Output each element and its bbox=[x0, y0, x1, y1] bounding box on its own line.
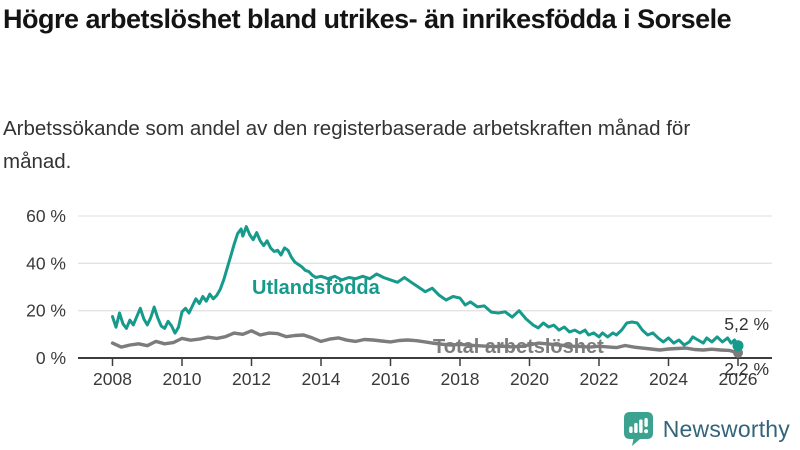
x-tick-label: 2014 bbox=[302, 369, 341, 389]
newsworthy-wordmark: Newsworthy bbox=[662, 415, 790, 442]
series-label-total: Total arbetslöshet bbox=[433, 336, 604, 358]
x-tick-label: 2022 bbox=[580, 369, 619, 389]
series-line-utlandsfodda bbox=[111, 225, 740, 348]
x-tick-label: 2020 bbox=[510, 369, 549, 389]
x-tick-label: 2016 bbox=[371, 369, 410, 389]
x-tick-label: 2008 bbox=[93, 369, 132, 389]
end-value-label-utlandsfodda: 5,2 % bbox=[724, 314, 769, 334]
series-end-dot-utlandsfodda bbox=[732, 340, 744, 352]
series-line-total bbox=[110, 329, 740, 355]
chart-subtitle: Arbetssökande som andel av den registerb… bbox=[3, 117, 691, 173]
x-tick-label: 2024 bbox=[649, 369, 688, 389]
x-tick-label: 2026 bbox=[719, 369, 758, 389]
series-label-utlandsfodda: Utlandsfödda bbox=[252, 277, 380, 299]
end-value-label-total: 2,2 % bbox=[724, 359, 769, 379]
x-tick-label: 2012 bbox=[232, 369, 271, 389]
chart-title: Högre arbetslöshet bland utrikes- än inr… bbox=[3, 4, 732, 34]
y-tick-label: 60 % bbox=[26, 206, 66, 226]
bar-chart-speech-bubble-icon bbox=[623, 412, 653, 446]
y-tick-label: 20 % bbox=[26, 301, 66, 321]
x-tick-label: 2018 bbox=[441, 369, 480, 389]
y-tick-label: 0 % bbox=[36, 348, 66, 368]
newsworthy-logo: Newsworthy bbox=[623, 412, 790, 446]
x-tick-label: 2010 bbox=[163, 369, 202, 389]
y-tick-label: 40 % bbox=[26, 253, 66, 273]
